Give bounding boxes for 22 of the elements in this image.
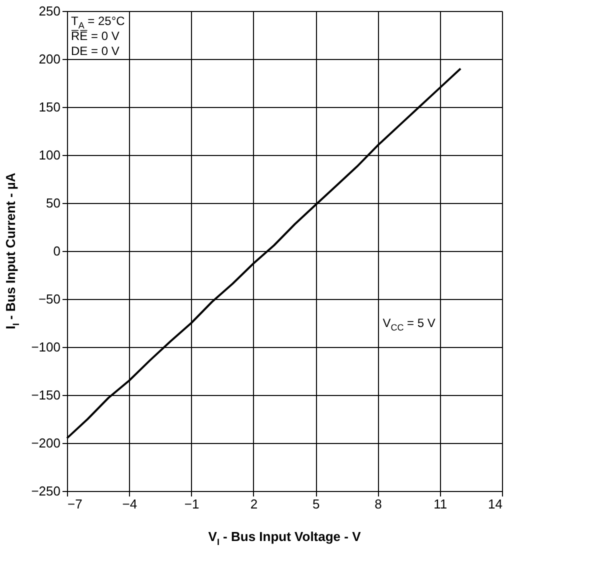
x-tick-label: −1 [184,496,200,512]
y-tick-label: −200 [31,436,60,450]
y-tick-label: −250 [31,484,60,498]
x-tick-label: 14 [488,496,502,512]
x-tick-label: 2 [250,496,258,512]
y-tick-label: 50 [46,196,60,210]
x-tick-label: 11 [434,496,448,512]
y-tick-label: −50 [38,292,60,306]
y-tick-label: −150 [31,388,60,402]
x-tick-label: −4 [122,496,138,512]
y-tick-label: 200 [38,52,60,66]
y-tick-label: 0 [53,244,60,258]
x-tick-label: 8 [374,496,382,512]
y-tick-label: 150 [38,100,60,114]
annotation: DE = 0 V [71,44,120,58]
y-tick-label: 100 [38,148,60,162]
y-axis-title: II - Bus Input Current - µA [3,172,21,330]
annotation: R̅E̅ = 0 V [70,29,120,43]
y-tick-label: −100 [31,340,60,354]
x-tick-label: −7 [68,496,82,512]
y-tick-label: 250 [38,4,60,18]
x-tick-label: 5 [312,496,320,512]
